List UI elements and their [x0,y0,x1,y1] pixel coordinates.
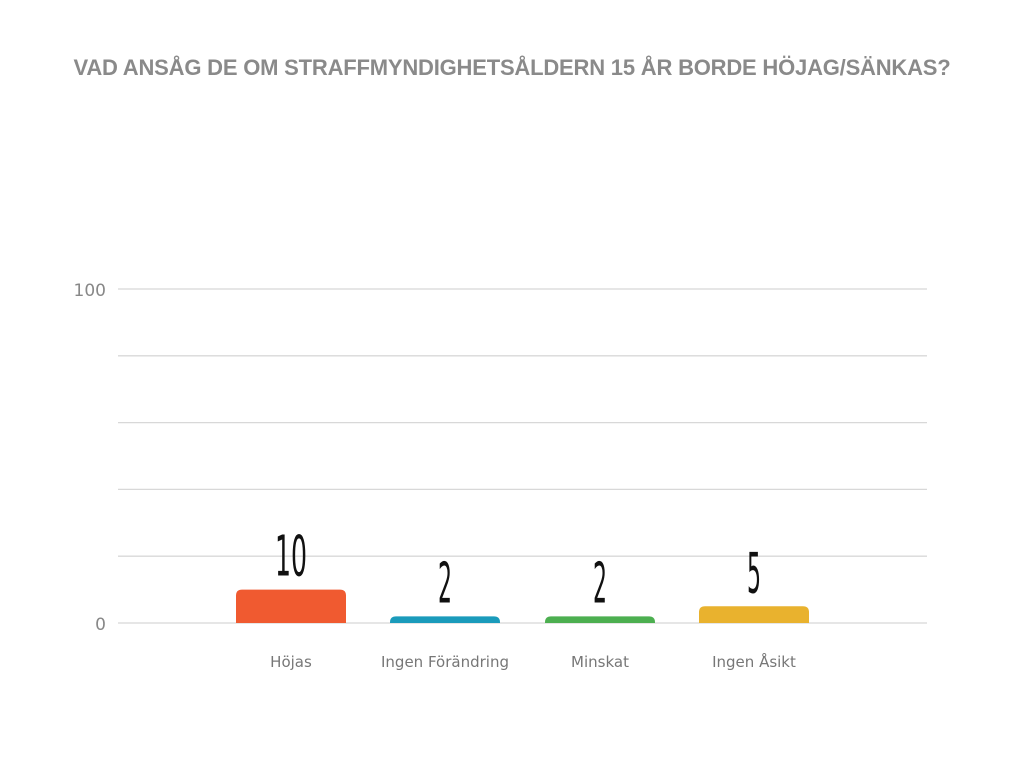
data-label: 10 [275,525,307,590]
data-label: 5 [747,541,761,606]
bar [236,589,346,623]
x-tick-label: Minskat [571,653,629,671]
x-tick-label: Höjas [270,653,312,671]
chart-title: VAD ANSÅG DE OM STRAFFMYNDIGHETSÅLDERN 1… [73,55,951,80]
x-tick-label: Ingen Åsikt [712,652,796,671]
bar [390,616,500,623]
data-label: 2 [593,551,607,616]
y-tick-label: 0 [95,615,106,635]
y-tick-label: 100 [74,281,106,301]
bar [699,606,809,623]
bar [545,616,655,623]
data-label: 2 [438,551,452,616]
x-tick-label: Ingen Förändring [381,653,509,671]
